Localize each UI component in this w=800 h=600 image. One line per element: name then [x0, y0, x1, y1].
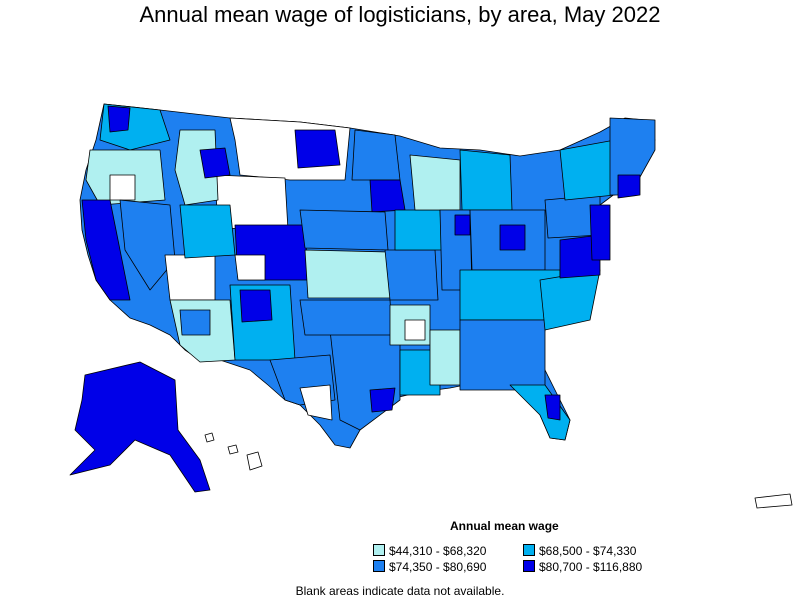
- hawaii-island-3: [246, 451, 263, 471]
- region-oregon-blank: [109, 174, 136, 201]
- region-missouri: [384, 249, 439, 301]
- region-michigan: [459, 149, 513, 211]
- region-california-coast: [81, 199, 131, 301]
- region-new-york: [559, 139, 616, 201]
- us-wage-map: [69, 103, 793, 509]
- legend-label-3: $74,350 - $80,690: [389, 560, 487, 574]
- legend-label-1: $44,310 - $68,320: [389, 544, 487, 558]
- region-phoenix: [179, 309, 211, 336]
- region-carolinas: [539, 269, 601, 331]
- region-kansas: [304, 249, 393, 299]
- region-idaho-metro: [199, 147, 231, 179]
- legend-item-3: $74,350 - $80,690: [373, 560, 486, 574]
- hawaii-island-2: [227, 444, 239, 455]
- legend-swatch-2: [523, 544, 535, 556]
- legend-swatch-1: [373, 544, 385, 556]
- region-iowa: [394, 209, 443, 251]
- region-utah: [179, 204, 236, 259]
- legend-label-4: $80,700 - $116,880: [539, 560, 643, 574]
- region-houston: [369, 387, 396, 413]
- region-idaho: [174, 129, 219, 206]
- region-mississippi: [429, 329, 461, 386]
- region-nevada: [119, 199, 176, 291]
- map-title: Annual mean wage of logisticians, by are…: [139, 2, 661, 27]
- legend-item-2: $68,500 - $74,330: [523, 544, 636, 558]
- region-montana-east: [294, 129, 341, 169]
- hawaii-island-1: [204, 432, 215, 443]
- legend-item-1: $44,310 - $68,320: [373, 544, 486, 558]
- region-texas-blank: [299, 384, 333, 421]
- region-alabama-georgia: [459, 319, 546, 391]
- puerto-rico: [754, 493, 793, 509]
- legend-swatch-3: [373, 560, 385, 572]
- region-florida: [509, 384, 571, 441]
- region-colorado-blank: [234, 254, 266, 281]
- legend-title: Annual mean wage: [450, 519, 559, 533]
- region-boston: [617, 174, 641, 199]
- legend-item-4: $80,700 - $116,880: [523, 560, 642, 574]
- region-nm-metro: [239, 289, 273, 323]
- region-minnesota-metro: [369, 179, 406, 213]
- footnote: Blank areas indicate data not available.: [295, 584, 505, 598]
- region-north-dakota: [351, 129, 401, 181]
- region-ohio-metro: [499, 224, 526, 251]
- region-oklahoma: [299, 299, 393, 336]
- region-chicago: [454, 214, 471, 236]
- region-virginia-dc: [559, 234, 601, 279]
- region-arkansas-blank: [404, 319, 426, 341]
- region-texas-east: [329, 329, 401, 431]
- region-seattle: [107, 105, 131, 133]
- region-wisconsin: [409, 154, 461, 211]
- region-nevada-blank: [164, 254, 216, 301]
- legend-label-2: $68,500 - $74,330: [539, 544, 637, 558]
- region-florida-metro: [544, 394, 561, 421]
- region-nyc-nj: [589, 204, 611, 261]
- region-nebraska: [299, 209, 389, 251]
- legend-swatch-4: [523, 560, 535, 572]
- alaska-outline: [69, 361, 211, 493]
